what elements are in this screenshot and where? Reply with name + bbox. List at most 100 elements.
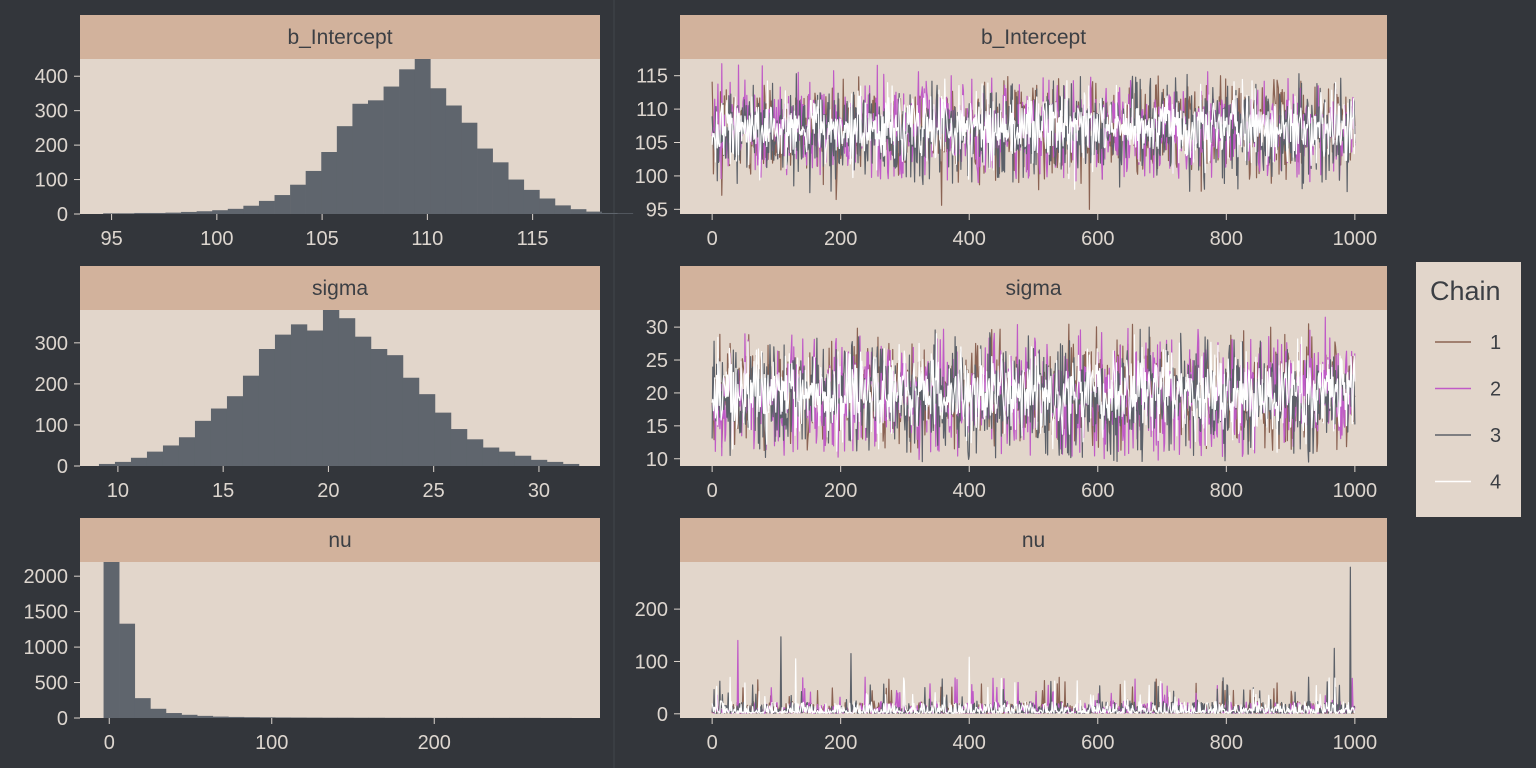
facet-strip [80,15,600,59]
histogram-nu: nu 0 500 1000 1500 2000 0 100 200 [24,518,600,754]
facet-strip [680,518,1387,562]
x-tick-label: 15 [212,480,234,502]
facet-strip-label: nu [1022,529,1045,552]
histogram-bar [196,211,213,214]
histogram-bar [386,355,404,466]
histogram-bar [461,122,478,214]
histogram-bar [570,209,587,214]
histogram-bar [227,208,244,214]
panel-background [680,562,1387,718]
histogram-bar [305,170,322,214]
panel-background [80,562,600,718]
y-tick-label: 1000 [24,637,69,659]
y-tick-label: 30 [646,317,668,339]
legend-item-label: 3 [1490,425,1501,447]
histogram-bar [539,198,556,214]
legend-item-chain-4: 4 [1435,472,1501,494]
x-tick-label: 30 [528,480,550,502]
histogram-bar [178,437,196,466]
y-tick-label: 15 [646,416,668,438]
histogram-bar [162,445,180,466]
histogram-bar [514,455,532,466]
x-tick-label: 10 [107,480,129,502]
facet-strip [80,266,600,310]
y-tick-label: 0 [57,708,68,730]
histogram-bar [119,623,136,718]
y-tick-label: 300 [35,101,68,123]
legend-item-chain-3: 3 [1435,425,1501,447]
legend-box [1416,262,1521,517]
histogram-b-intercept: b_Intercept 0 100 200 300 400 95 100 105 110 115 [35,15,634,250]
x-tick-label: 400 [953,480,986,502]
facet-strip [80,518,600,562]
histogram-bar [212,210,229,214]
histogram-bar [165,713,182,718]
y-tick-label: 10 [646,449,668,471]
histogram-bar [212,716,229,718]
legend-item-label: 1 [1490,332,1501,354]
y-tick-label: 20 [646,383,668,405]
y-tick-label: 95 [646,199,668,221]
legend-item-label: 2 [1490,379,1501,401]
histogram-bar [434,412,452,466]
histogram-bar [259,717,276,718]
x-tick-label: 1000 [1333,228,1378,250]
x-tick-label: 115 [517,228,549,250]
x-tick-label: 1000 [1333,732,1378,754]
histogram-bar [114,461,132,466]
histogram-bar [336,126,353,214]
x-tick-label: 600 [1081,480,1114,502]
x-tick-label: 105 [305,228,338,250]
histogram-bar [322,310,340,466]
histogram-bar [290,184,306,214]
x-tick-label: 110 [411,228,443,250]
x-tick-label: 800 [1210,228,1243,250]
histogram-bar [134,212,151,214]
trace-b-intercept: b_Intercept 95 100 105 110 115 0 200 400 600 800 10… [635,15,1387,250]
histogram-bar [150,708,167,718]
histogram-bar [228,716,245,718]
facet-strip-label: nu [328,529,351,552]
facet-strip-label: sigma [1005,277,1061,300]
trace-line-chain-4 [711,333,1356,453]
y-tick-label: 2000 [24,566,69,588]
histogram-bar [194,420,212,466]
histogram-bar [290,324,308,466]
y-tick-label: 400 [35,66,68,88]
y-tick-label: 200 [35,135,68,157]
histogram-bar [165,212,182,214]
y-tick-label: 100 [35,415,68,437]
x-tick-label: 600 [1081,732,1114,754]
x-tick-label: 0 [707,732,718,754]
y-tick-label: 500 [35,673,68,695]
x-tick-label: 0 [707,228,718,250]
histogram-bar [418,394,436,466]
histogram-bar [482,447,500,466]
histogram-bar [134,698,151,718]
facet-strip [680,15,1387,59]
legend-items: 1 2 3 4 [1435,332,1501,494]
x-tick-label: 25 [423,480,445,502]
x-tick-label: 100 [255,732,288,754]
histogram-bar [149,212,166,214]
histogram-bar [402,377,420,466]
y-tick-label: 200 [35,374,68,396]
histogram-bar [414,59,431,214]
histogram-bar [338,318,356,466]
histogram-bar [498,451,516,466]
y-tick-label: 100 [635,166,668,188]
x-tick-label: 0 [104,732,115,754]
y-tick-label: 115 [636,66,668,88]
histogram-bar [530,459,548,466]
legend-title: Chain [1430,276,1501,306]
x-tick-label: 200 [824,480,857,502]
histogram-bar [243,205,260,214]
histogram-bar [146,451,164,466]
x-tick-label: 600 [1081,228,1114,250]
histogram-bar [242,375,260,466]
histogram-bar [274,195,291,214]
y-tick-label: 300 [35,333,68,355]
x-tick-label: 400 [953,732,986,754]
legend-item-chain-2: 2 [1435,379,1501,401]
